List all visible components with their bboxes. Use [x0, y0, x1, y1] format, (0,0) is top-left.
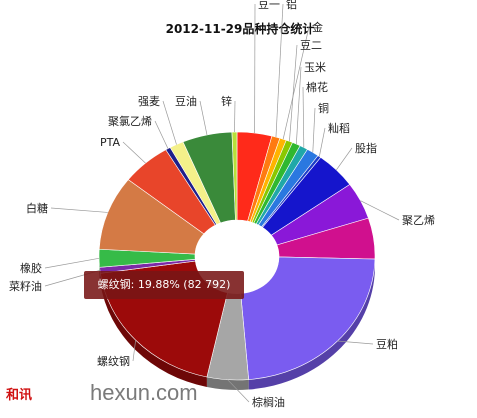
- leader-line-19: [155, 121, 168, 149]
- slice-label-4: 豆二: [300, 39, 322, 52]
- slice-label-1: 豆一: [258, 0, 280, 11]
- slice-label-21: 豆油: [175, 94, 197, 108]
- leader-line-7: [313, 108, 315, 152]
- slice-label-15: 菜籽油: [9, 279, 42, 293]
- slice-label-3: 金: [312, 20, 323, 34]
- slice-label-9: 股指: [355, 141, 377, 155]
- slice-label-20: 强麦: [138, 95, 160, 108]
- slice-label-14: 螺纹钢: [97, 354, 130, 368]
- slice-label-7: 铜: [318, 101, 329, 115]
- slice-tooltip: 螺纹钢: 19.88% (82 792): [84, 271, 244, 299]
- leader-line-9: [336, 148, 352, 170]
- slice-label-18: PTA: [100, 136, 120, 149]
- slice-label-2: 铝: [286, 0, 297, 11]
- slice-label-6: 棉花: [306, 80, 328, 94]
- leader-line-4: [289, 45, 297, 141]
- hexun-site-text: hexun.com: [90, 380, 198, 406]
- pie-slices: [99, 132, 375, 390]
- slice-label-10: 聚乙烯: [402, 214, 435, 227]
- slice-label-12: 豆粕: [376, 337, 398, 351]
- slice-label-17: 白糖: [26, 201, 48, 215]
- leader-line-21: [200, 101, 207, 135]
- slice-label-5: 玉米: [304, 61, 326, 74]
- chart-title: 2012-11-29品种持仓统计: [166, 21, 315, 36]
- leader-line-16: [45, 258, 99, 268]
- slice-label-19: 聚氯乙烯: [108, 114, 152, 128]
- slice-label-22: 锌: [221, 94, 232, 108]
- slice-label-13: 棕榈油: [252, 395, 285, 409]
- leader-line-17: [51, 208, 108, 212]
- slice-label-8: 籼稻: [328, 122, 350, 135]
- leader-line-22: [234, 101, 235, 132]
- leader-line-18: [123, 142, 146, 163]
- leader-line-6: [303, 87, 304, 148]
- hexun-logo: 和讯: [6, 384, 32, 403]
- leader-line-8: [319, 128, 325, 156]
- slice-label-16: 橡胶: [20, 261, 42, 275]
